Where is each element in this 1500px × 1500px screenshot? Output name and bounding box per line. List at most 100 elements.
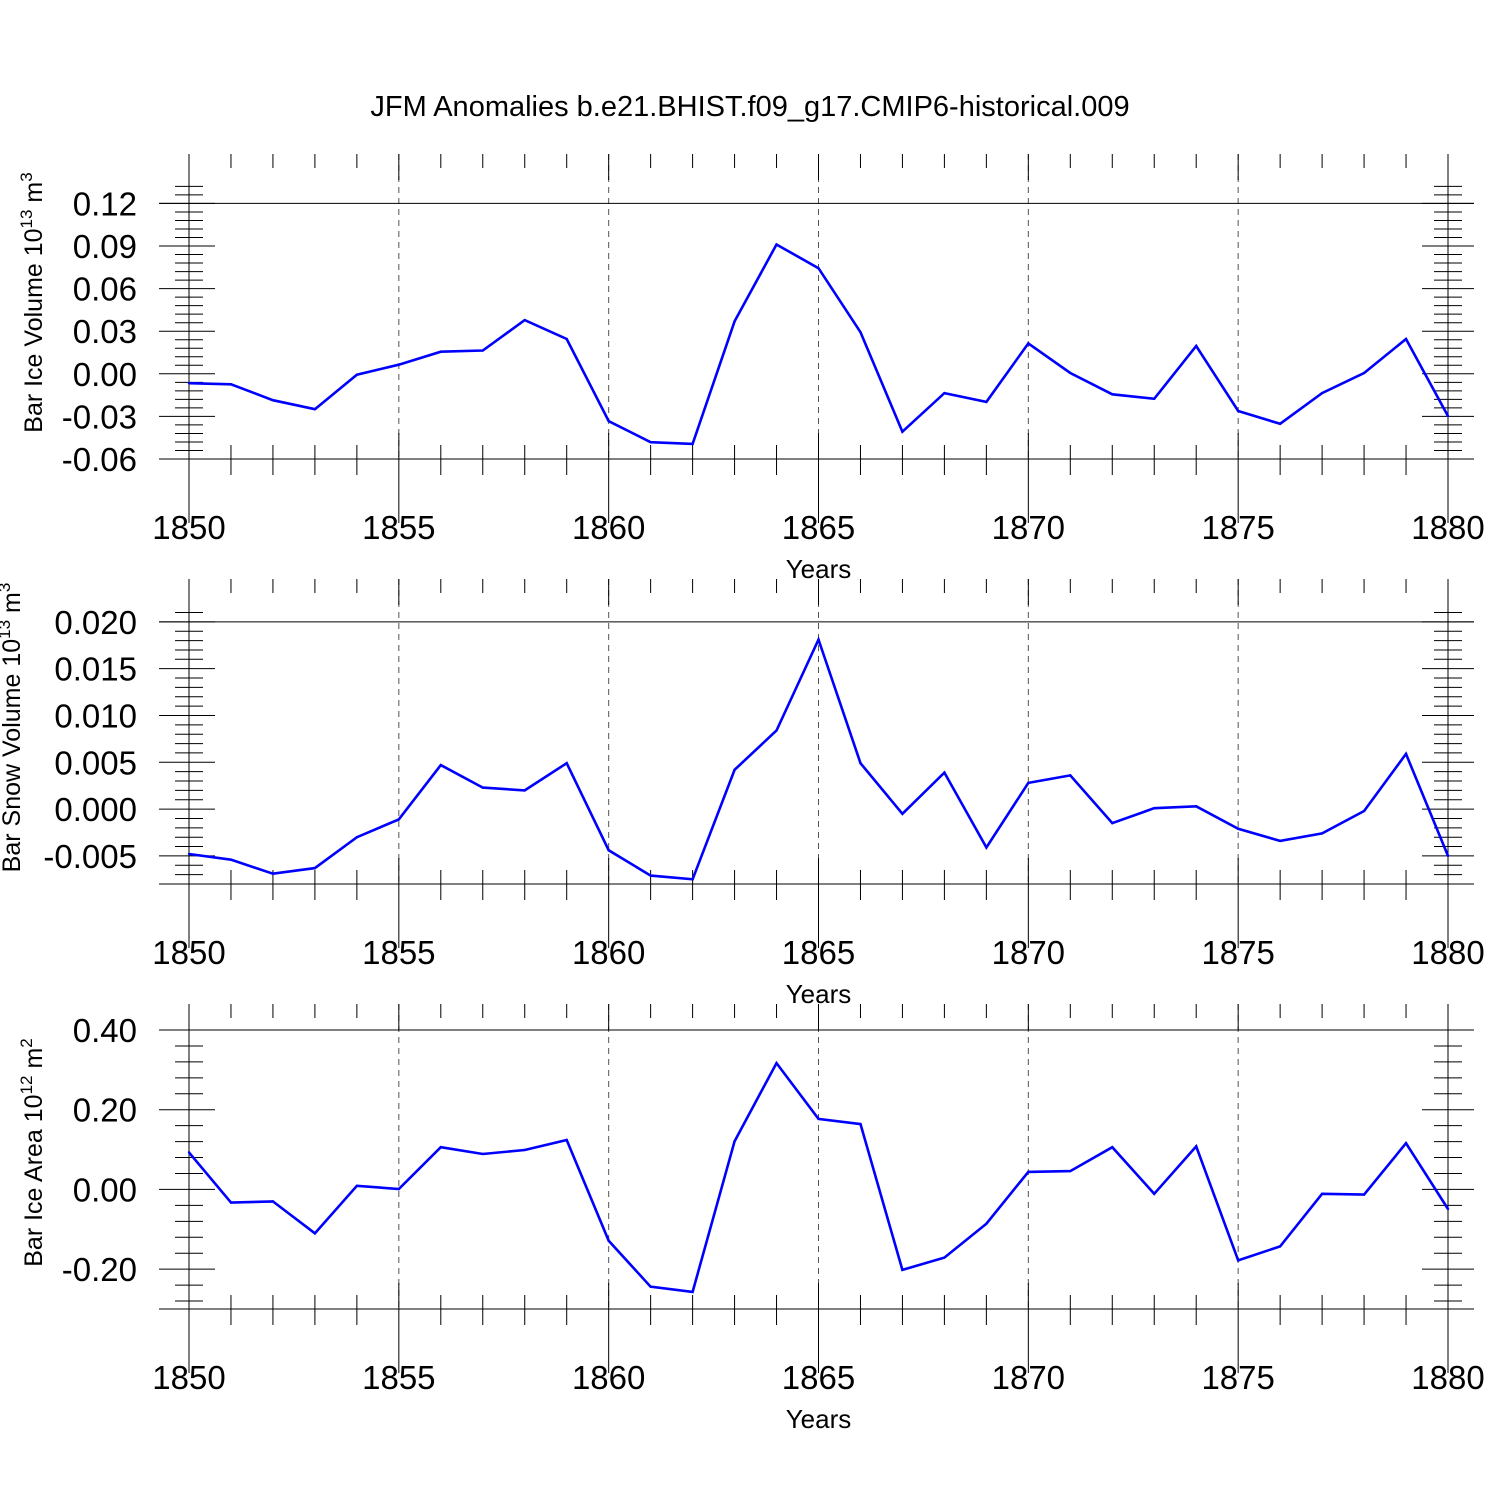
y-tick-label: 0.015 [54, 651, 137, 688]
data-point [313, 407, 317, 411]
data-point [1069, 371, 1072, 375]
data-point [985, 1222, 988, 1225]
data-point [1027, 342, 1030, 345]
x-tick-label: 1850 [152, 1359, 225, 1396]
panel-3: -0.20 0.00 0.20 0.40 1850 1855 1860 1865 1870 187… [17, 1004, 1485, 1434]
data-point [1027, 781, 1030, 785]
y-tick-label: -0.20 [62, 1251, 137, 1288]
data-point [1236, 1259, 1240, 1262]
data-point [229, 383, 233, 386]
data-point [817, 1117, 820, 1121]
y-tick-label: 0.020 [54, 604, 137, 641]
data-point [943, 1256, 946, 1259]
x-tick-label: 1880 [1411, 934, 1484, 971]
data-point [817, 638, 820, 641]
data-point [1111, 393, 1114, 396]
data-point [943, 771, 946, 774]
y-tick-label: 0.03 [73, 313, 137, 350]
data-point [1362, 1193, 1366, 1196]
data-point [187, 1151, 191, 1154]
y-tick-label: 0.00 [73, 1171, 137, 1208]
data-point [1404, 752, 1408, 756]
y-axis-label: Bar Ice Volume 1013 m3 [17, 172, 48, 432]
data-point [901, 430, 904, 433]
data-point [1362, 809, 1366, 813]
data-point [901, 812, 904, 815]
data-point [943, 391, 946, 395]
data-point [397, 363, 401, 366]
data-point [859, 331, 862, 334]
data-point [187, 381, 191, 385]
data-point [1153, 806, 1156, 810]
y-tick-label: 0.00 [73, 356, 137, 393]
data-point [1278, 422, 1282, 425]
y-tick-label: 0.09 [73, 228, 137, 265]
data-point [1111, 1145, 1114, 1149]
data-point [1320, 391, 1324, 395]
x-tick-label: 1855 [362, 1359, 435, 1396]
data-point [565, 762, 568, 765]
x-tick-label: 1850 [152, 934, 225, 971]
data-point [649, 441, 652, 444]
x-tick-label: 1860 [572, 509, 645, 546]
data-point [1278, 839, 1282, 843]
data-point [607, 849, 610, 852]
data-point [1195, 344, 1198, 348]
x-tick-label: 1870 [992, 934, 1065, 971]
data-point [1446, 854, 1450, 858]
panels: -0.06 -0.03 0.00 0.03 0.06 0.09 0.12 1850 1855 18… [0, 154, 1485, 1434]
data-point [439, 763, 442, 767]
data-point [1404, 1141, 1408, 1145]
data-point [1153, 1192, 1156, 1196]
data-point [439, 1145, 442, 1149]
data-point [1153, 397, 1156, 400]
y-tick-label: 0.005 [54, 744, 137, 781]
x-tick-label: 1870 [992, 509, 1065, 546]
panel-2: -0.005 0.000 0.005 0.010 0.015 0.020 1850 1855 1… [0, 579, 1485, 1009]
data-point [1069, 774, 1072, 777]
x-tick-label: 1865 [782, 509, 855, 546]
x-tick-label: 1865 [782, 1359, 855, 1396]
x-tick-label: 1880 [1411, 1359, 1484, 1396]
data-point [775, 1061, 778, 1065]
y-tick-label: -0.06 [62, 441, 137, 478]
data-point [271, 399, 275, 402]
data-point [187, 852, 191, 856]
data-point [1069, 1169, 1072, 1173]
x-tick-label: 1875 [1201, 934, 1274, 971]
y-tick-label: 0.010 [54, 697, 137, 734]
data-point [565, 337, 568, 341]
data-point [775, 243, 778, 246]
data-point [691, 442, 694, 446]
x-tick-label: 1860 [572, 1359, 645, 1396]
data-point [229, 1201, 233, 1204]
y-tick-label: -0.03 [62, 398, 137, 435]
x-tick-label: 1870 [992, 1359, 1065, 1396]
data-point [1236, 409, 1240, 413]
data-point [439, 350, 442, 353]
y-tick-label: 0.06 [73, 271, 137, 308]
data-point [481, 1152, 484, 1156]
data-point [649, 874, 652, 877]
data-point [1446, 1207, 1450, 1211]
data-point [985, 846, 988, 849]
data-point [271, 872, 275, 875]
data-point [397, 818, 401, 821]
data-point [649, 1285, 652, 1288]
y-tick-label: 0.12 [73, 185, 137, 222]
data-point [1362, 371, 1366, 375]
data-point [271, 1200, 275, 1203]
x-tick-label: 1875 [1201, 1359, 1274, 1396]
data-point [691, 878, 694, 881]
data-point [523, 318, 526, 322]
data-point [985, 400, 988, 404]
data-point [1320, 832, 1324, 835]
data-point [1278, 1245, 1282, 1248]
x-tick-label: 1880 [1411, 509, 1484, 546]
data-point [733, 320, 736, 323]
y-tick-label: 0.40 [73, 1012, 137, 1049]
data-point [1404, 337, 1408, 341]
data-point [607, 1239, 610, 1243]
y-tick-label: 0.000 [54, 791, 137, 828]
data-point [733, 1140, 736, 1143]
